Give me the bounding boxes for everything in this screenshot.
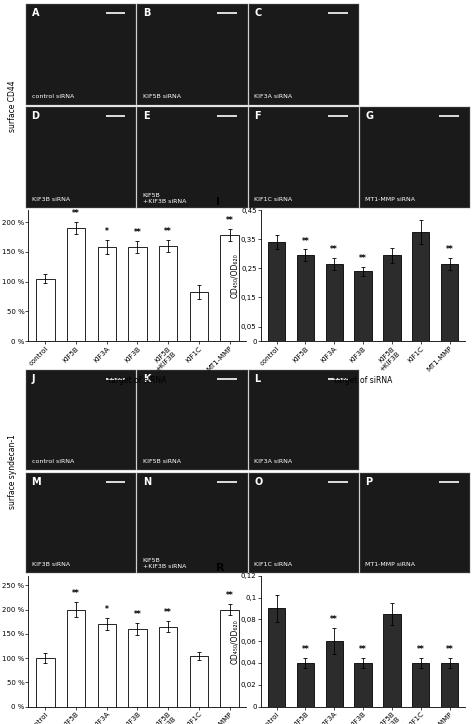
Bar xyxy=(441,663,458,707)
Text: F: F xyxy=(254,111,261,122)
Bar xyxy=(190,656,208,707)
Text: **: ** xyxy=(164,227,172,236)
Text: KIF1C siRNA: KIF1C siRNA xyxy=(254,197,292,201)
Text: B: B xyxy=(143,9,150,18)
Text: MT1-MMP siRNA: MT1-MMP siRNA xyxy=(365,197,415,201)
Text: MT1-MMP siRNA: MT1-MMP siRNA xyxy=(365,562,415,567)
Text: P: P xyxy=(365,477,373,487)
Text: KIF1C siRNA: KIF1C siRNA xyxy=(254,562,292,567)
Bar xyxy=(128,629,146,707)
Bar xyxy=(268,608,285,707)
Text: **: ** xyxy=(417,644,425,654)
Text: KIF3B siRNA: KIF3B siRNA xyxy=(32,562,70,567)
Text: control siRNA: control siRNA xyxy=(32,93,74,98)
Text: K: K xyxy=(143,374,150,384)
Text: **: ** xyxy=(359,254,367,263)
Bar xyxy=(159,246,177,341)
Bar xyxy=(383,614,401,707)
Bar xyxy=(383,256,401,341)
Text: **: ** xyxy=(226,591,234,600)
Text: **: ** xyxy=(226,216,234,225)
Bar xyxy=(190,292,208,341)
Text: **: ** xyxy=(330,245,338,254)
Text: surface syndecan-1: surface syndecan-1 xyxy=(8,434,17,509)
Y-axis label: OD₄₅₀/OD₆₂₀: OD₄₅₀/OD₆₂₀ xyxy=(230,619,239,663)
Text: I: I xyxy=(216,197,219,207)
Bar xyxy=(412,663,429,707)
Text: KIF3A siRNA: KIF3A siRNA xyxy=(254,459,292,464)
Text: M: M xyxy=(32,477,41,487)
Text: KIF5B
+KIF3B siRNA: KIF5B +KIF3B siRNA xyxy=(143,558,186,569)
Bar xyxy=(98,624,116,707)
Bar xyxy=(268,243,285,341)
Text: **: ** xyxy=(446,644,454,654)
Bar xyxy=(326,264,343,341)
Text: C: C xyxy=(254,9,261,18)
Text: KIF5B siRNA: KIF5B siRNA xyxy=(143,93,181,98)
Bar xyxy=(36,658,55,707)
Bar xyxy=(67,610,85,707)
Text: control siRNA: control siRNA xyxy=(32,459,74,464)
Text: L: L xyxy=(254,374,260,384)
Bar xyxy=(159,626,177,707)
Bar xyxy=(67,228,85,341)
Text: G: G xyxy=(365,111,374,122)
Text: **: ** xyxy=(330,615,338,624)
Text: R: R xyxy=(216,563,224,573)
Bar xyxy=(355,272,372,341)
Bar xyxy=(98,247,116,341)
Text: **: ** xyxy=(72,209,80,218)
Text: **: ** xyxy=(134,610,141,619)
Text: **: ** xyxy=(301,237,309,245)
Text: surface CD44: surface CD44 xyxy=(8,80,17,132)
Text: A: A xyxy=(32,9,39,18)
Text: E: E xyxy=(143,111,149,122)
Bar xyxy=(36,279,55,341)
Bar xyxy=(355,663,372,707)
Text: *: * xyxy=(105,605,109,615)
Bar xyxy=(220,610,239,707)
Text: KIF3B siRNA: KIF3B siRNA xyxy=(32,197,70,201)
Bar xyxy=(412,232,429,341)
Text: **: ** xyxy=(134,228,141,237)
Text: KIF5B siRNA: KIF5B siRNA xyxy=(143,459,181,464)
Text: O: O xyxy=(254,477,263,487)
Bar xyxy=(220,235,239,341)
Text: **: ** xyxy=(164,608,172,617)
Bar xyxy=(128,247,146,341)
X-axis label: target of siRNA: target of siRNA xyxy=(334,376,392,385)
Text: KIF3A siRNA: KIF3A siRNA xyxy=(254,93,292,98)
Bar xyxy=(297,256,314,341)
Bar xyxy=(441,264,458,341)
Text: N: N xyxy=(143,477,151,487)
Text: **: ** xyxy=(72,589,80,599)
Text: J: J xyxy=(32,374,35,384)
Text: **: ** xyxy=(446,245,454,254)
Bar xyxy=(297,663,314,707)
X-axis label: target of siRNA: target of siRNA xyxy=(108,376,167,385)
Text: D: D xyxy=(32,111,40,122)
Text: KIF5B
+KIF3B siRNA: KIF5B +KIF3B siRNA xyxy=(143,193,186,203)
Text: **: ** xyxy=(359,644,367,654)
Text: **: ** xyxy=(301,644,309,654)
Bar xyxy=(326,641,343,707)
Y-axis label: OD₄₅₀/OD₆₂₀: OD₄₅₀/OD₆₂₀ xyxy=(230,253,239,298)
Text: *: * xyxy=(105,227,109,236)
